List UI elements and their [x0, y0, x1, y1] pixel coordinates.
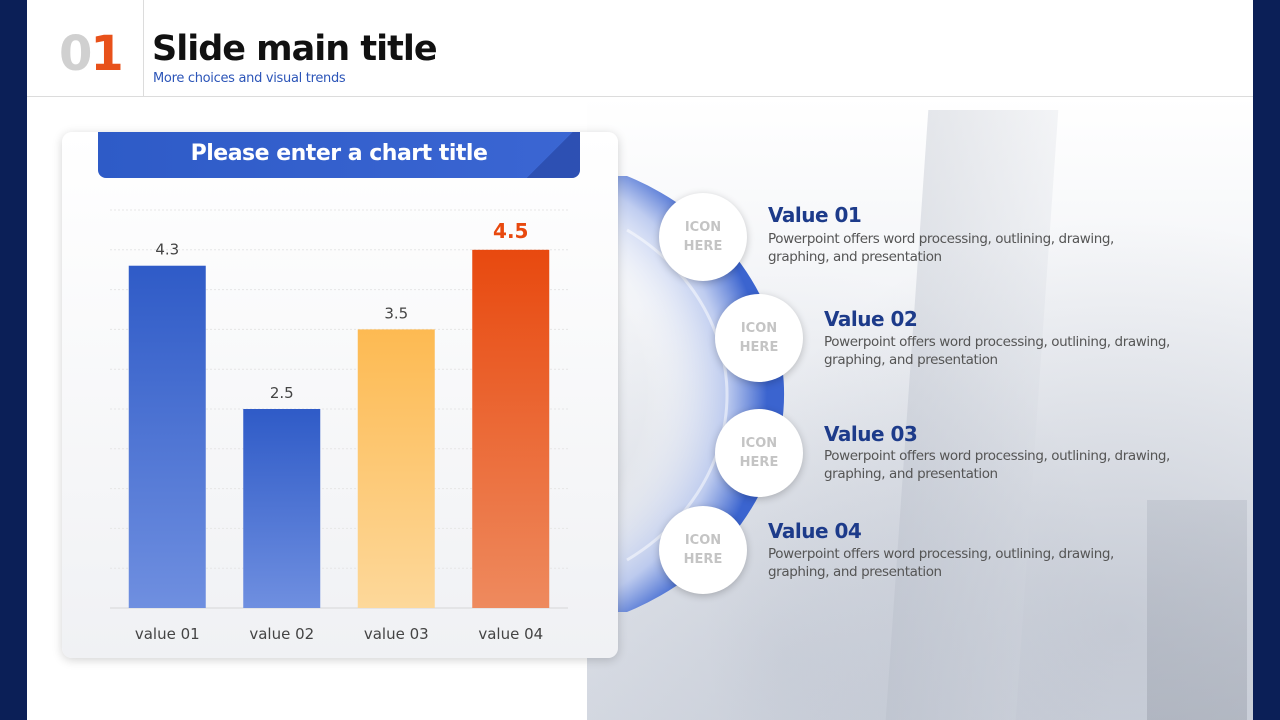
- item-title-02[interactable]: Value 02: [824, 307, 918, 331]
- item-icon-02: ICON HERE: [715, 294, 803, 382]
- item-desc-02[interactable]: Powerpoint offers word processing, outli…: [824, 334, 1170, 368]
- x-tick-label-1: value 01: [135, 625, 200, 643]
- slide-number-first-digit: 0: [59, 26, 92, 82]
- item-desc-03[interactable]: Powerpoint offers word processing, outli…: [824, 448, 1170, 482]
- icon-placeholder-text: ICON HERE: [739, 436, 779, 470]
- bar-data-label-4: 4.5: [493, 219, 528, 243]
- slide-subtitle[interactable]: More choices and visual trends: [153, 71, 346, 86]
- bar-data-label-1: 4.3: [155, 241, 179, 259]
- slide-header: 01 Slide main title More choices and vis…: [27, 0, 1253, 97]
- bar-chart: 4.3 value 01 2.5 value 02 3.5 value 03 4.5 valu…: [110, 209, 568, 643]
- bar-1[interactable]: [128, 265, 206, 608]
- bar-data-label-3: 3.5: [384, 304, 408, 322]
- bar-3[interactable]: [357, 329, 435, 608]
- item-icon-03: ICON HERE: [715, 409, 803, 497]
- background-building-small: [1147, 500, 1247, 720]
- item-title-03[interactable]: Value 03: [824, 422, 918, 446]
- x-tick-label-4: value 04: [478, 625, 543, 643]
- bar-data-label-2: 2.5: [270, 384, 294, 402]
- x-tick-label-3: value 03: [364, 625, 429, 643]
- slide: 01 Slide main title More choices and vis…: [27, 0, 1253, 720]
- slide-title[interactable]: Slide main title: [152, 29, 438, 69]
- slide-number: 01: [59, 24, 124, 84]
- item-desc-04[interactable]: Powerpoint offers word processing, outli…: [768, 546, 1114, 580]
- item-title-04[interactable]: Value 04: [768, 519, 862, 543]
- item-icon-01: ICON HERE: [659, 193, 747, 281]
- item-icon-04: ICON HERE: [659, 506, 747, 594]
- chart-title-bar: Please enter a chart title: [98, 132, 580, 178]
- x-tick-label-2: value 02: [249, 625, 314, 643]
- header-divider: [143, 0, 144, 96]
- item-desc-01[interactable]: Powerpoint offers word processing, outli…: [768, 231, 1114, 265]
- icon-placeholder-text: ICON HERE: [739, 321, 779, 355]
- icon-placeholder-text: ICON HERE: [683, 220, 723, 254]
- chart-title[interactable]: Please enter a chart title: [190, 141, 488, 166]
- slide-number-second-digit: 1: [90, 26, 123, 82]
- item-title-01[interactable]: Value 01: [768, 203, 862, 227]
- icon-placeholder-text: ICON HERE: [683, 533, 723, 567]
- bar-2[interactable]: [243, 409, 321, 608]
- bar-4[interactable]: [472, 249, 550, 609]
